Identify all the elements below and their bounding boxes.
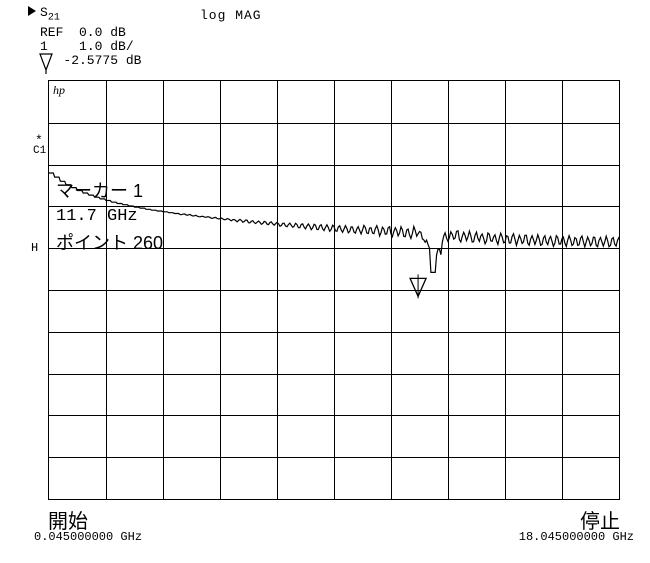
marker-box-line3: ポイント 260: [56, 230, 163, 256]
marker-value: -2.5775 dB: [63, 53, 141, 68]
play-triangle-icon: [28, 6, 36, 16]
ref-line: REF 0.0 dB: [40, 26, 141, 40]
grid-hline: [49, 290, 619, 291]
scale-line: 1.0 dB/: [79, 39, 134, 54]
grid-hline: [49, 374, 619, 375]
grid-hline: [49, 332, 619, 333]
marker-box-line2: 11.7 GHz: [56, 204, 163, 230]
start-freq: 0.045000000 GHz: [34, 530, 142, 544]
grid-hline: [49, 457, 619, 458]
plot-area: hp * C1 H: [48, 80, 620, 500]
grid-hline: [49, 165, 619, 166]
marker-box-line1: マーカー 1: [56, 178, 163, 204]
grid-hline: [49, 123, 619, 124]
c1-label: C1: [33, 145, 46, 157]
marker-info-box: マーカー 1 11.7 GHz ポイント 260: [56, 178, 163, 256]
grid-hline: [49, 415, 619, 416]
s-param-label: S: [40, 5, 48, 20]
format-label: log MAG: [200, 8, 262, 23]
h-label: H: [31, 241, 38, 255]
marker-down-arrow-icon: [38, 52, 56, 74]
s-param-sub: 21: [48, 13, 60, 24]
stop-freq: 18.045000000 GHz: [519, 530, 634, 544]
